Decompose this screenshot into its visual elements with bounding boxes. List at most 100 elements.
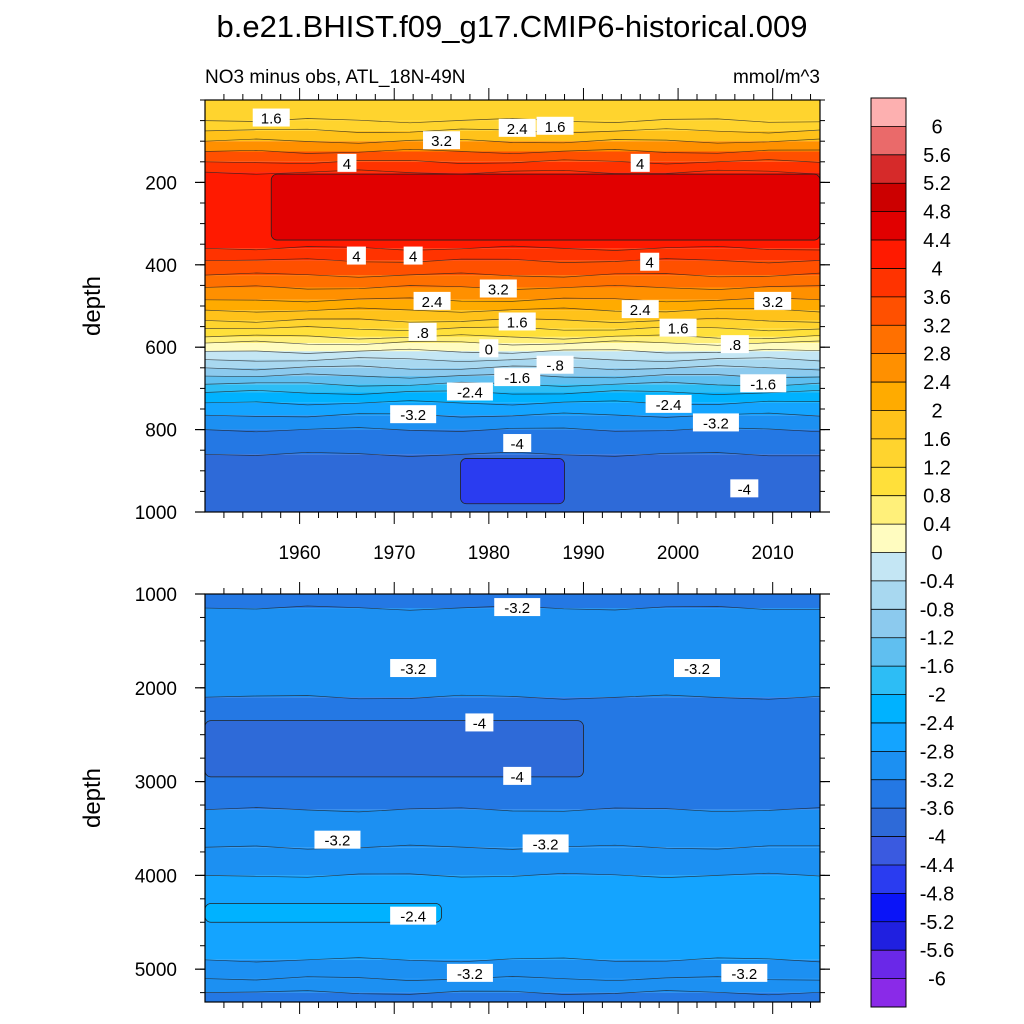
upper-contour-label: 4: [352, 249, 360, 266]
lower-depth-band: [205, 847, 820, 876]
colorbar-swatch: [871, 410, 906, 439]
upper-y-tick-label: 800: [145, 421, 177, 442]
upper-contour-label-box: [659, 318, 697, 337]
colorbar-swatch: [871, 325, 906, 354]
colorbar-swatch: [871, 836, 906, 865]
colorbar-label: -0.8: [920, 599, 954, 621]
upper-contour-label: 4: [636, 156, 644, 173]
colorbar-label: 0: [931, 543, 942, 565]
upper-contour-label-box: [645, 394, 692, 413]
colorbar-label: -5.2: [920, 912, 954, 934]
upper-contour-label: 3.2: [488, 282, 509, 299]
upper-contour-label-box: [498, 118, 536, 137]
lower-y-axis-label: depth: [79, 768, 106, 828]
upper-x-tick-label: 1990: [562, 543, 604, 564]
upper-contour-label-box: [640, 252, 660, 271]
upper-contour-label: -1.6: [504, 370, 530, 387]
upper-contour-label: 2.4: [422, 294, 443, 311]
upper-depth-band: [205, 260, 820, 276]
lower-contour-label-box: [503, 766, 532, 785]
colorbar-label: 1.6: [923, 429, 951, 451]
colorbar: 6 5.6 5.2 4.8 4.4 4 3.6 3.2 2.8 2.4 2 1.6 1.2 0.8 0.4 0…: [870, 97, 954, 1008]
colorbar-swatch: [871, 950, 906, 979]
upper-contour-line: [204, 159, 821, 165]
colorbar-label: 4.8: [923, 202, 951, 224]
colorbar-label: 4.4: [923, 230, 951, 252]
colorbar-swatch: [871, 126, 906, 155]
upper-depth-band: [205, 161, 820, 173]
colorbar-swatch: [871, 552, 906, 581]
lower-contour-label-box: [390, 659, 437, 678]
lower-depth-band: [205, 959, 820, 979]
colorbar-swatch: [871, 609, 906, 638]
upper-contour-label-box: [536, 355, 574, 374]
colorbar-swatch: [871, 495, 906, 525]
upper-contour-line: [204, 451, 820, 457]
upper-contour-label-box: [390, 405, 437, 424]
upper-contour-label: .8: [416, 325, 429, 342]
colorbar-swatch: [871, 893, 906, 922]
upper-contour-label: 2.4: [507, 121, 528, 138]
upper-contour-line: [204, 148, 821, 155]
colorbar-label: -1.6: [920, 656, 954, 678]
lower-plot-frame: [204, 593, 821, 1003]
upper-contour-label: -2.4: [656, 397, 682, 414]
upper-contour-line: [204, 245, 821, 251]
colorbar-swatch: [871, 353, 906, 383]
lower-y-tick-label: 3000: [135, 773, 177, 794]
upper-contour-line: [204, 400, 821, 406]
lower-contour-line: [204, 976, 821, 982]
upper-contour-line: [204, 297, 821, 303]
upper-contour-label-box: [621, 300, 659, 319]
lower-contour-label-box: [494, 598, 541, 617]
upper-contour-label-box: [730, 479, 759, 498]
upper-depth-band: [205, 415, 820, 430]
upper-contour-line: [204, 389, 821, 395]
colorbar-label: 6: [931, 116, 942, 138]
upper-contour-label-box: [754, 291, 792, 310]
colorbar-swatch: [871, 694, 906, 723]
upper-contour-patch: [270, 173, 821, 241]
colorbar-swatch: [871, 864, 906, 894]
upper-depth-band: [205, 343, 820, 352]
upper-contour-label: 3.2: [762, 294, 783, 311]
upper-contour-label: -4: [738, 481, 751, 498]
upper-contour-label: 4: [409, 249, 417, 266]
lower-contour-label: -2.4: [400, 909, 426, 926]
upper-contour-label-box: [479, 339, 499, 358]
units-label: mmol/m^3: [733, 67, 820, 88]
upper-contour-label-box: [692, 413, 739, 432]
upper-contour-label: 2.4: [630, 302, 651, 319]
colorbar-label: -6: [928, 969, 946, 991]
upper-contour-patch: [460, 458, 565, 505]
colorbar-label: 3.6: [923, 287, 951, 309]
colorbar-label: 3.2: [923, 315, 951, 337]
upper-contour-label: .8: [729, 337, 742, 354]
lower-depth-band: [205, 978, 820, 993]
colorbar-frame: [870, 97, 907, 1008]
colorbar-label: 0.8: [923, 486, 951, 508]
upper-y-tick-label: 600: [145, 338, 177, 359]
upper-contour-line: [204, 307, 821, 313]
colorbar-swatch: [871, 978, 906, 1007]
upper-contour-label: 1.6: [545, 119, 566, 136]
upper-contour-label: 0: [485, 341, 493, 358]
upper-x-tick-label: 2000: [657, 543, 699, 564]
upper-contour-label-box: [408, 322, 437, 341]
upper-depth-band: [205, 336, 820, 344]
panel-subtitle: NO3 minus obs, ATL_18N-49N: [205, 67, 466, 88]
lower-contour-line: [204, 807, 821, 813]
lower-contour-label: -4: [473, 715, 486, 732]
upper-contour-label: -3.2: [703, 415, 729, 432]
lower-depth-band: [205, 992, 820, 1002]
upper-contour-label-box: [494, 368, 541, 387]
colorbar-label: -2: [928, 685, 946, 707]
colorbar-label: 1.2: [923, 457, 951, 479]
upper-contour-label-box: [337, 153, 357, 172]
colorbar-label: -4: [928, 827, 946, 849]
upper-contour-line: [204, 258, 821, 264]
upper-contour-line: [204, 138, 821, 144]
colorbar-swatch: [871, 637, 906, 667]
upper-contour-label-box: [479, 279, 517, 298]
